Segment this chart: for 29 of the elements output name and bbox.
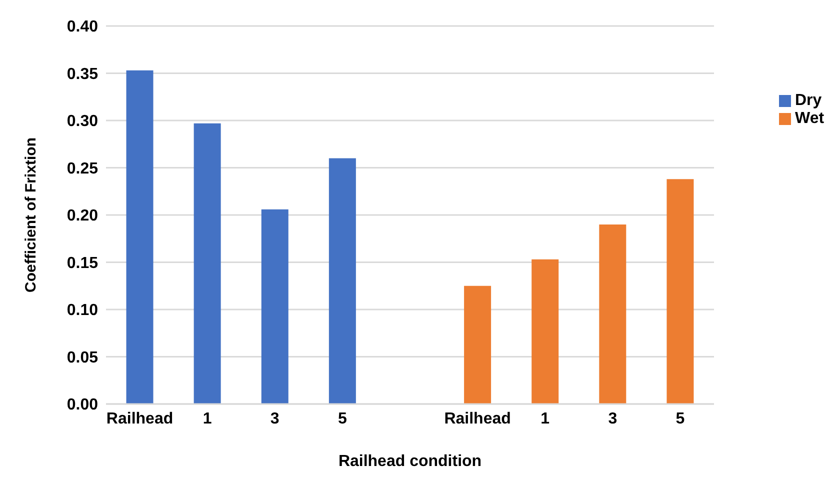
x-tick-label: 5 bbox=[676, 410, 685, 428]
x-tick-label: Railhead bbox=[106, 410, 174, 428]
y-tick-label: 0.10 bbox=[66, 302, 98, 320]
x-tick-label: 3 bbox=[270, 410, 280, 428]
bar bbox=[126, 70, 154, 404]
y-tick-label: 0.15 bbox=[66, 254, 98, 272]
bar bbox=[464, 286, 492, 404]
x-tick-label: 5 bbox=[338, 410, 347, 428]
bar bbox=[194, 123, 221, 404]
bar bbox=[666, 179, 694, 404]
y-tick-label: 0.40 bbox=[66, 18, 98, 36]
x-tick-label: Railhead bbox=[444, 410, 511, 428]
y-axis-title: Coefficient of Frixtion bbox=[22, 138, 40, 292]
bar bbox=[328, 158, 356, 404]
y-tick-label: 0.30 bbox=[66, 113, 98, 130]
bar bbox=[599, 224, 626, 404]
y-tick-label: 0.00 bbox=[66, 396, 98, 414]
y-tick-label: 0.05 bbox=[66, 349, 98, 366]
x-axis-title: Railhead condition bbox=[338, 453, 482, 470]
legend-label: Wet bbox=[795, 110, 824, 127]
y-tick-label: 0.35 bbox=[66, 66, 98, 83]
y-tick-label: 0.20 bbox=[66, 208, 98, 225]
x-tick-label: 3 bbox=[608, 410, 618, 428]
x-tick-label: 1 bbox=[202, 410, 212, 428]
bar bbox=[532, 259, 559, 404]
legend-label: Dry bbox=[795, 92, 822, 109]
bar bbox=[261, 209, 288, 404]
x-tick-label: 1 bbox=[540, 410, 550, 428]
y-tick-label: 0.25 bbox=[66, 160, 98, 178]
